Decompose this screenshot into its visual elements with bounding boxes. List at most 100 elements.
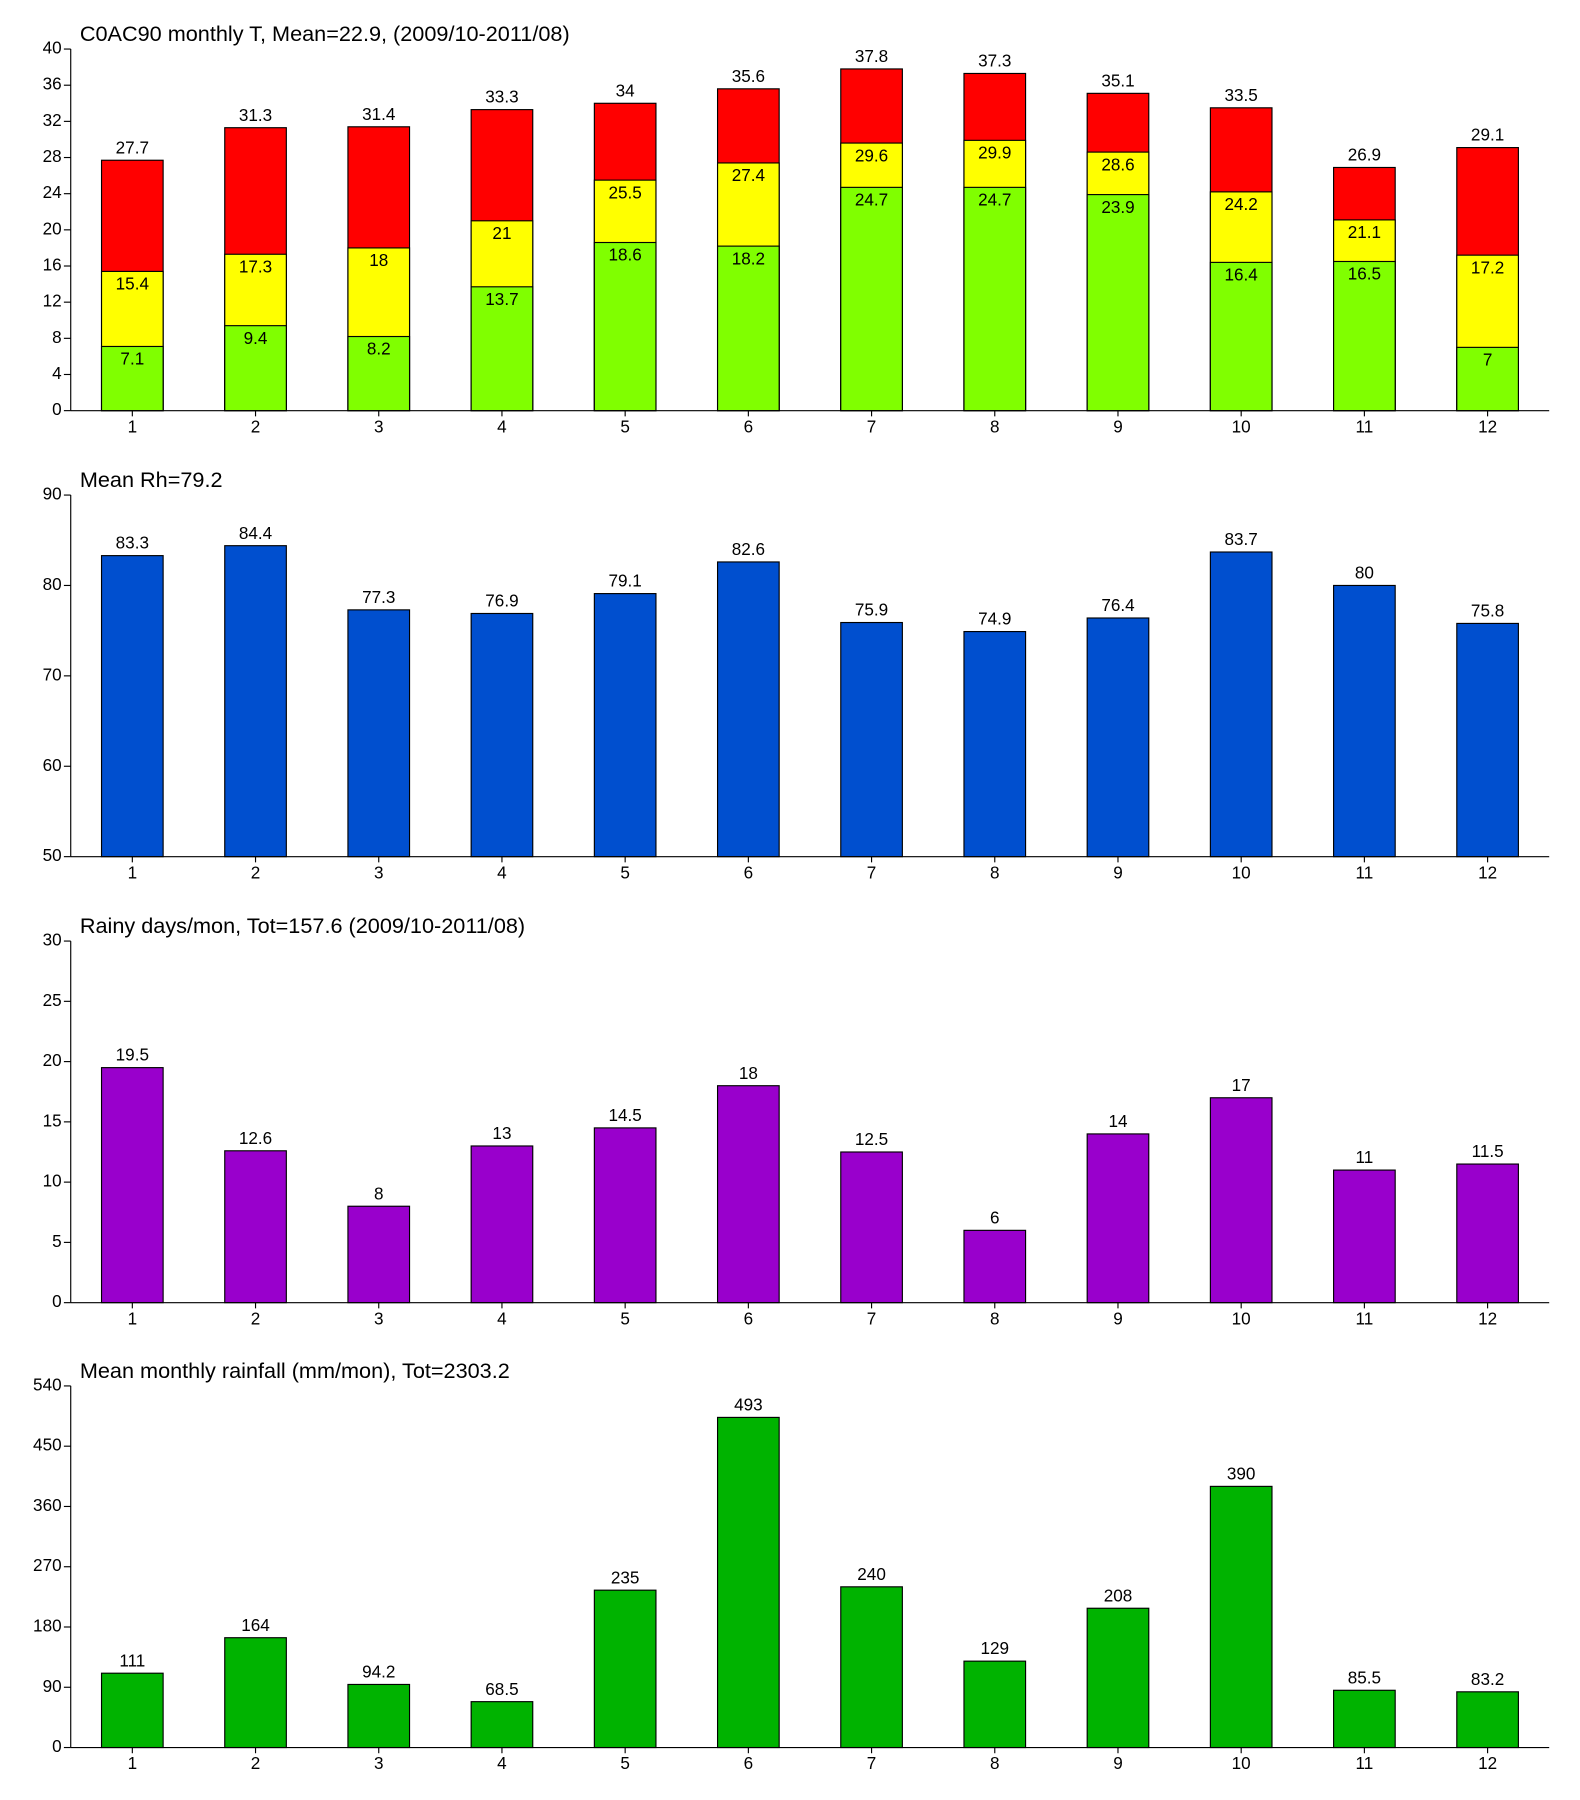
bar: [963, 186, 1027, 412]
data-label: 74.9: [978, 610, 1011, 629]
data-label: 18.2: [732, 249, 765, 268]
bar: [470, 1701, 534, 1749]
bar: [1456, 1691, 1519, 1749]
data-label: 29.6: [855, 146, 888, 165]
x-tick-label: 3: [374, 1754, 384, 1773]
bar: [840, 186, 903, 412]
x-tick-label: 12: [1478, 1754, 1497, 1773]
bar: [840, 1586, 903, 1749]
chart-title: Mean monthly rainfall (mm/mon), Tot=2303…: [80, 1358, 510, 1383]
data-label: 21.1: [1348, 223, 1381, 242]
x-tick-label: 11: [1356, 863, 1374, 882]
data-label: 13.7: [485, 290, 518, 309]
y-tick-label: 30: [43, 931, 62, 950]
y-tick-label: 10: [43, 1172, 62, 1191]
bar: [840, 621, 903, 858]
x-tick-label: 10: [1232, 1754, 1251, 1773]
x-tick-label: 2: [251, 417, 261, 436]
chart-title: C0AC90 monthly T, Mean=22.9, (2009/10-20…: [80, 21, 570, 46]
x-tick-label: 6: [744, 417, 754, 436]
x-tick-label: 10: [1232, 417, 1251, 436]
bar: [963, 630, 1027, 858]
x-tick-label: 10: [1232, 863, 1251, 882]
data-label: 68.5: [485, 1680, 518, 1699]
data-label: 80: [1355, 564, 1374, 583]
x-tick-label: 5: [620, 1754, 630, 1773]
data-label: 75.9: [855, 601, 888, 620]
y-tick-label: 4: [52, 364, 62, 383]
data-label: 164: [241, 1616, 270, 1635]
x-tick-label: 10: [1232, 1309, 1251, 1328]
y-tick-label: 360: [33, 1496, 62, 1515]
data-label: 11: [1356, 1148, 1374, 1167]
data-label: 27.7: [116, 138, 149, 157]
bar: [1086, 1607, 1150, 1749]
y-tick-label: 0: [52, 1737, 62, 1756]
bar: [1333, 1169, 1396, 1304]
data-label: 31.3: [239, 106, 272, 125]
data-label: 35.6: [732, 67, 765, 86]
data-label: 83.2: [1471, 1670, 1504, 1689]
data-label: 235: [611, 1568, 640, 1587]
data-label: 18: [739, 1064, 758, 1083]
x-tick-label: 1: [128, 417, 138, 436]
data-label: 7.1: [120, 350, 144, 369]
bar: [347, 335, 411, 412]
data-label: 14.5: [608, 1106, 641, 1125]
data-label: 37.3: [978, 52, 1011, 71]
x-tick-label: 2: [251, 863, 261, 882]
data-label: 24.7: [855, 191, 888, 210]
x-tick-label: 1: [128, 1309, 138, 1328]
x-tick-label: 8: [990, 863, 1000, 882]
x-tick-label: 5: [620, 863, 630, 882]
x-tick-label: 11: [1356, 1309, 1374, 1328]
x-tick-label: 5: [620, 417, 630, 436]
data-label: 27.4: [732, 166, 766, 185]
y-tick-label: 32: [43, 111, 62, 130]
x-tick-label: 12: [1478, 1309, 1497, 1328]
bar: [1456, 346, 1519, 412]
y-tick-label: 90: [43, 485, 62, 504]
data-label: 26.9: [1348, 146, 1381, 165]
data-label: 21: [492, 224, 511, 243]
bar: [470, 1145, 534, 1304]
x-tick-label: 9: [1113, 1309, 1123, 1328]
x-tick-label: 9: [1113, 417, 1123, 436]
bar: [1333, 1689, 1396, 1749]
y-tick-label: 12: [43, 292, 62, 311]
x-tick-label: 4: [497, 417, 507, 436]
x-tick-label: 3: [374, 417, 384, 436]
y-tick-label: 80: [43, 575, 62, 594]
data-label: 33.5: [1225, 86, 1258, 105]
x-tick-label: 2: [251, 1754, 261, 1773]
data-label: 8.2: [367, 340, 391, 359]
bar: [593, 593, 657, 858]
x-tick-label: 11: [1356, 417, 1374, 436]
data-label: 79.1: [608, 572, 641, 591]
data-label: 19.5: [116, 1046, 149, 1065]
x-tick-label: 7: [867, 863, 877, 882]
bar: [100, 1672, 164, 1749]
x-tick-label: 7: [867, 1754, 877, 1773]
bar: [593, 241, 657, 412]
data-label: 9.4: [244, 329, 268, 348]
data-label: 111: [119, 1651, 145, 1670]
data-label: 17.2: [1471, 258, 1504, 277]
x-tick-label: 4: [497, 1754, 507, 1773]
data-label: 28.6: [1101, 155, 1134, 174]
data-label: 85.5: [1348, 1668, 1381, 1687]
y-tick-label: 20: [43, 219, 62, 238]
bar: [1086, 617, 1150, 858]
bar: [1333, 260, 1396, 412]
bar: [100, 555, 164, 858]
data-label: 34: [616, 81, 636, 100]
y-tick-label: 0: [52, 400, 62, 419]
y-tick-label: 28: [43, 147, 62, 166]
x-tick-label: 3: [374, 1309, 384, 1328]
chart-title: Mean Rh=79.2: [80, 467, 223, 492]
y-tick-label: 270: [33, 1556, 62, 1575]
bar: [1086, 1133, 1150, 1304]
y-tick-label: 5: [52, 1232, 62, 1251]
bar: [347, 1205, 411, 1304]
